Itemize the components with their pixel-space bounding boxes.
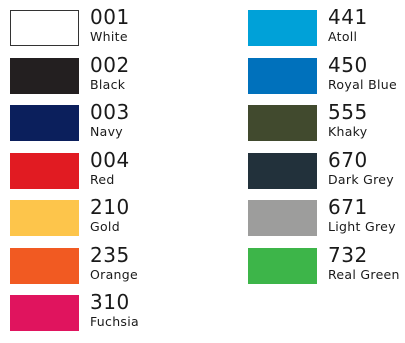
color-chip <box>10 152 79 189</box>
color-chip <box>248 10 317 46</box>
color-code: 441 <box>328 5 368 29</box>
color-chip <box>10 10 79 46</box>
color-code: 003 <box>90 100 130 124</box>
color-name: Dark Grey <box>328 171 394 187</box>
color-chip <box>10 57 79 94</box>
color-chip <box>248 247 317 284</box>
color-code: 310 <box>90 290 130 314</box>
color-code: 670 <box>328 147 368 172</box>
color-chip <box>248 152 317 189</box>
color-chip <box>10 247 79 284</box>
color-name: Royal Blue <box>328 76 397 92</box>
color-chip <box>10 200 79 236</box>
color-code: 450 <box>328 52 368 77</box>
color-code: 002 <box>90 52 130 77</box>
color-chip <box>10 105 79 141</box>
color-chip <box>248 57 317 94</box>
color-code: 004 <box>90 147 130 172</box>
color-name: Fuchsia <box>90 314 139 329</box>
color-code: 555 <box>328 100 368 124</box>
color-name: Navy <box>90 124 124 139</box>
color-name: Real Green <box>328 266 400 282</box>
color-code: 671 <box>328 195 368 219</box>
color-swatch-grid: 001 White 002 Black 003 Navy 004 Red 210 Gold 235 O… <box>10 5 400 331</box>
color-name: White <box>90 29 128 44</box>
color-name: Red <box>90 171 115 187</box>
color-code: 001 <box>90 5 130 29</box>
color-name: Black <box>90 76 126 92</box>
color-code: 235 <box>90 242 130 267</box>
color-chip <box>248 105 317 141</box>
color-chip <box>10 295 79 331</box>
color-name: Light Grey <box>328 219 396 234</box>
color-code: 732 <box>328 242 368 267</box>
color-name: Atoll <box>328 29 358 44</box>
color-name: Orange <box>90 266 138 282</box>
color-chip <box>248 200 317 236</box>
color-name: Gold <box>90 219 120 234</box>
color-code: 210 <box>90 195 130 219</box>
color-name: Khaky <box>328 124 368 139</box>
